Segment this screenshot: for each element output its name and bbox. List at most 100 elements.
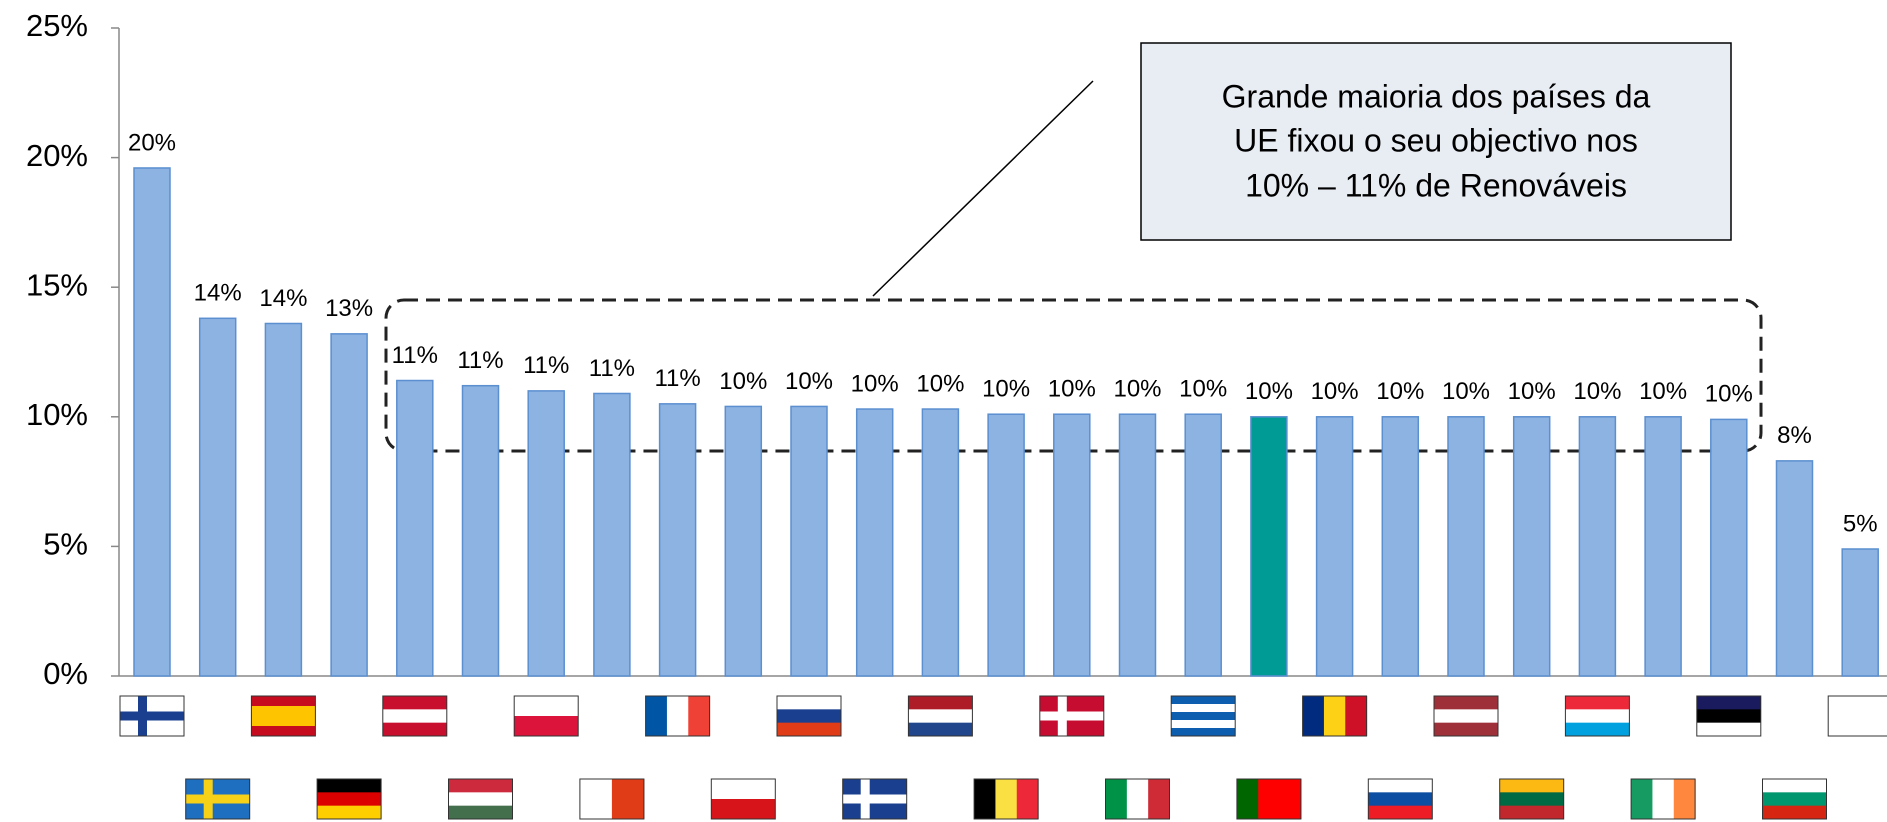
value-label: 20% <box>128 129 176 156</box>
flag-part <box>1126 779 1149 819</box>
flag-part <box>251 696 316 707</box>
flag-part <box>1696 696 1761 710</box>
flag-border <box>316 778 382 820</box>
bar <box>724 405 763 677</box>
flag-part <box>1565 709 1630 724</box>
flag-border <box>119 695 185 737</box>
bar <box>330 333 368 677</box>
flag-part <box>908 696 973 710</box>
flag-border <box>645 695 711 737</box>
flag <box>1302 695 1368 737</box>
flag-part <box>514 716 579 737</box>
flag-part <box>1434 696 1498 710</box>
flag-part <box>317 779 382 793</box>
flag <box>842 778 908 820</box>
flag <box>316 778 382 820</box>
bar <box>1710 418 1748 677</box>
y-tick-label: 25% <box>26 8 88 43</box>
value-label: 10% <box>1573 378 1621 405</box>
flag-part <box>514 696 579 717</box>
flag-part <box>251 716 316 727</box>
flag-part <box>317 805 382 820</box>
flag <box>448 778 513 820</box>
bar <box>1775 460 1814 677</box>
flag-part <box>382 722 447 737</box>
value-label: 10% <box>1245 378 1293 405</box>
flag <box>710 778 776 820</box>
bar <box>461 384 500 677</box>
value-label: 8% <box>1777 422 1812 449</box>
flag-part <box>1696 709 1761 724</box>
value-label: 10% <box>1179 376 1227 403</box>
flag <box>645 695 711 737</box>
value-label: 11% <box>523 352 569 379</box>
bar <box>1118 413 1157 677</box>
flag-part <box>1345 696 1368 736</box>
bar <box>1381 416 1420 677</box>
value-label: 11% <box>654 365 700 392</box>
flag-part <box>974 779 996 819</box>
annotation-line: Grande maioria dos países da <box>1222 78 1651 114</box>
flag-part <box>908 709 973 724</box>
value-label: 10% <box>1508 378 1556 405</box>
flag-part <box>1696 722 1761 737</box>
value-label: 10% <box>1376 378 1424 405</box>
flag <box>579 778 645 820</box>
flag-part <box>251 726 316 737</box>
flag-part <box>1434 709 1498 724</box>
flag-part <box>1236 779 1259 819</box>
flag <box>1762 778 1827 820</box>
flag <box>382 695 448 737</box>
bar <box>658 403 697 677</box>
flag-part <box>666 696 689 736</box>
flag-border <box>579 778 645 820</box>
flag <box>250 695 316 737</box>
flag <box>1630 778 1696 820</box>
flag <box>1433 695 1499 737</box>
flag-border <box>1499 778 1565 820</box>
bar <box>1841 548 1879 677</box>
flag-part <box>1631 779 1653 819</box>
flag-part <box>1762 805 1827 820</box>
flag-part <box>1148 779 1170 819</box>
bar <box>198 317 237 677</box>
flag-part <box>711 799 776 820</box>
flag-border <box>1827 695 1887 737</box>
flag-part <box>120 711 184 721</box>
flag-border <box>1236 778 1302 820</box>
flag-part <box>777 696 841 710</box>
flag-part <box>317 792 382 807</box>
flag-part <box>1368 805 1433 820</box>
y-tick-label: 20% <box>26 138 88 173</box>
value-label: 10% <box>916 370 964 397</box>
flag-border <box>448 778 513 820</box>
value-label: 11% <box>457 347 503 374</box>
bar <box>396 379 434 677</box>
flag-border <box>907 695 973 737</box>
flag <box>185 778 251 820</box>
flag-part <box>1762 792 1827 807</box>
flag-part <box>777 709 841 724</box>
flag-part <box>448 779 513 793</box>
flag <box>1367 778 1433 820</box>
flag-part <box>777 722 841 737</box>
value-label: 11% <box>392 342 438 369</box>
bar <box>1644 416 1682 677</box>
flag <box>1170 695 1236 737</box>
flag-part <box>1258 779 1281 819</box>
value-label: 5% <box>1843 510 1878 537</box>
flag-border <box>1170 695 1236 737</box>
bar <box>264 322 303 677</box>
flag-part <box>1673 779 1696 819</box>
flag-border <box>1105 778 1170 820</box>
value-label: 10% <box>851 370 899 397</box>
bar <box>527 390 565 677</box>
annotation-line: 10% – 11% de Renováveis <box>1245 167 1627 203</box>
flag-part <box>1565 722 1630 737</box>
flag-border <box>513 695 579 737</box>
flag-part <box>645 696 668 736</box>
flag-part <box>1652 779 1675 819</box>
bar <box>1578 416 1617 677</box>
value-label: 13% <box>325 295 373 322</box>
flag-border <box>382 695 448 737</box>
